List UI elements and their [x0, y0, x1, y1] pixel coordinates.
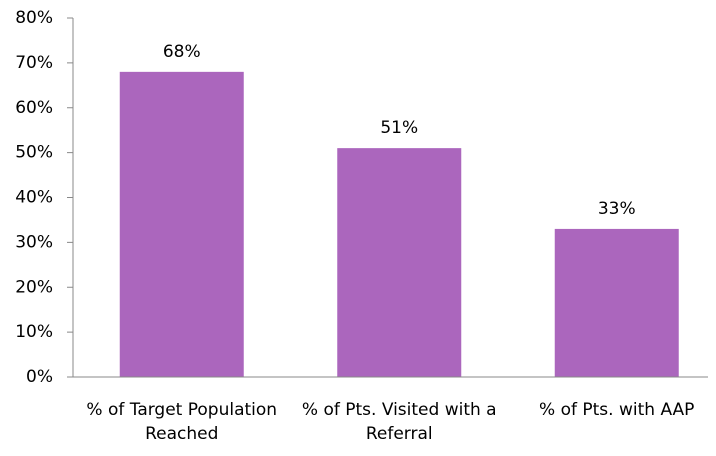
bar: [337, 148, 462, 377]
y-tick-label: 50%: [15, 143, 53, 163]
x-tick-label: % of Pts. with AAP: [539, 400, 695, 420]
y-tick-label: 0%: [26, 367, 53, 387]
data-label: 68%: [163, 42, 201, 62]
y-tick-label: 60%: [15, 98, 53, 118]
y-tick-label: 30%: [15, 232, 53, 252]
y-tick-label: 80%: [15, 8, 53, 28]
y-tick-label: 20%: [15, 277, 53, 297]
y-tick-label: 10%: [15, 322, 53, 342]
data-label: 51%: [380, 118, 418, 138]
bar: [554, 228, 679, 377]
data-label: 33%: [598, 199, 636, 219]
x-tick-label: % of Target Population Reached: [86, 400, 278, 444]
y-tick-label: 40%: [15, 188, 53, 208]
y-tick-label: 70%: [15, 53, 53, 73]
bar: [119, 71, 244, 377]
x-tick-label: % of Pts. Visited with a Referral: [301, 400, 497, 444]
